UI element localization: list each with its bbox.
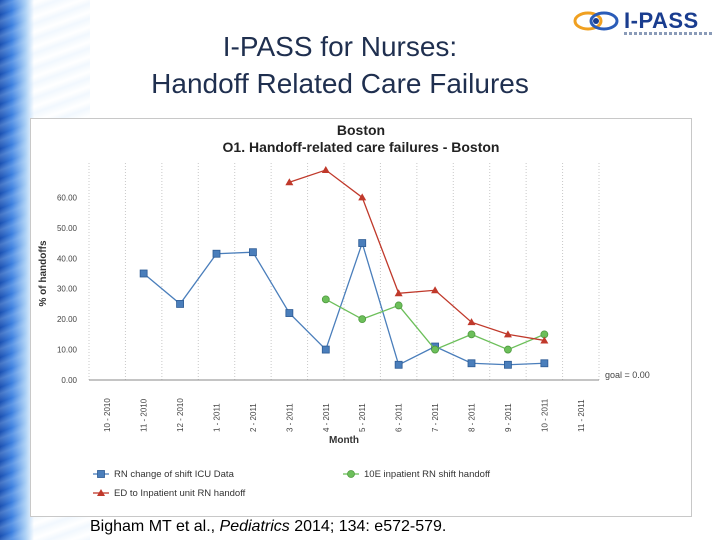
- ipass-logo: I-PASS: [572, 6, 712, 40]
- data-point-series-0: [285, 309, 294, 317]
- x-tick-label: 12 - 2010: [176, 398, 185, 432]
- goal-label: goal = 0.00: [605, 370, 650, 380]
- slide-title-line1: I-PASS for Nurses:: [222, 31, 458, 62]
- series-line-2: [289, 169, 545, 342]
- data-point-series-2: [503, 330, 512, 338]
- y-tick-label: 50.00: [57, 224, 78, 233]
- logo-text: I-PASS: [624, 8, 699, 33]
- data-point-series-1: [358, 315, 367, 324]
- data-point-series-1: [467, 330, 476, 339]
- y-tick-label: 10.00: [57, 346, 78, 355]
- x-axis-label: Month: [329, 435, 359, 446]
- x-tick-label: 7 - 2011: [431, 403, 440, 432]
- slide-title-line2: Handoff Related Care Failures: [151, 68, 529, 99]
- citation-authors: Bigham MT et al.,: [90, 518, 220, 535]
- logo-swirl-icon: [573, 11, 619, 31]
- data-point-series-2: [540, 336, 549, 344]
- y-tick-label: 60.00: [57, 193, 78, 202]
- x-tick-label: 11 - 2011: [577, 399, 586, 432]
- x-tick-label: 3 - 2011: [285, 403, 294, 432]
- left-decorative-band: [0, 0, 34, 540]
- legend-label: ED to Inpatient unit RN handoff: [114, 488, 246, 499]
- citation-details: 2014; 134: e572-579.: [289, 518, 447, 535]
- x-tick-label: 2 - 2011: [249, 403, 258, 432]
- chart-panel: Boston O1. Handoff-related care failures …: [30, 118, 692, 517]
- legend-marker-2: [97, 489, 105, 496]
- data-point-series-0: [467, 359, 476, 368]
- x-tick-label: 11 - 2010: [140, 398, 149, 432]
- data-point-series-0: [212, 249, 221, 258]
- x-tick-label: 5 - 2011: [358, 403, 367, 432]
- data-point-series-0: [321, 345, 330, 354]
- legend-label: 10E inpatient RN shift handoff: [364, 469, 490, 480]
- data-point-series-0: [540, 359, 549, 368]
- data-point-series-2: [321, 166, 330, 174]
- data-point-series-0: [249, 248, 257, 257]
- x-tick-label: 8 - 2011: [468, 403, 477, 432]
- slide-title: I-PASS for Nurses: Handoff Related Care …: [100, 28, 580, 102]
- data-point-series-2: [285, 178, 294, 186]
- data-point-series-0: [394, 360, 403, 369]
- x-tick-label: 10 - 2011: [540, 398, 549, 432]
- x-tick-label: 6 - 2011: [395, 403, 404, 432]
- data-point-series-1: [431, 345, 439, 354]
- series-line-1: [325, 298, 545, 351]
- y-tick-label: 20.00: [57, 315, 78, 324]
- data-point-series-2: [358, 193, 367, 201]
- citation-journal: Pediatrics: [219, 518, 290, 535]
- data-point-series-2: [394, 289, 403, 297]
- data-point-series-1: [321, 295, 330, 304]
- data-point-series-0: [504, 360, 512, 369]
- y-tick-label: 0.00: [61, 376, 77, 385]
- x-tick-label: 4 - 2011: [322, 403, 331, 432]
- legend-marker-0: [97, 470, 105, 478]
- chart-subtitle: O1. Handoff-related care failures - Bost…: [223, 139, 500, 155]
- data-point-series-1: [504, 345, 512, 354]
- x-tick-label: 10 - 2010: [103, 398, 112, 432]
- y-tick-label: 40.00: [57, 254, 78, 263]
- legend-marker-1: [347, 470, 355, 478]
- x-tick-label: 9 - 2011: [504, 403, 513, 432]
- series-line-0: [143, 240, 545, 366]
- y-axis-label: % of handoffs: [38, 240, 49, 307]
- y-tick-label: 30.00: [57, 285, 78, 294]
- citation: Bigham MT et al., Pediatrics 2014; 134: …: [90, 518, 446, 536]
- x-tick-label: 1 - 2011: [213, 403, 222, 432]
- data-point-series-0: [139, 269, 148, 278]
- logo-tagline: [624, 32, 712, 35]
- data-point-series-2: [467, 318, 476, 326]
- data-point-series-2: [431, 286, 440, 294]
- data-point-series-0: [358, 239, 367, 247]
- data-point-series-1: [394, 301, 403, 310]
- chart-title: Boston: [337, 122, 385, 138]
- legend-label: RN change of shift ICU Data: [114, 469, 235, 480]
- data-point-series-0: [176, 300, 184, 308]
